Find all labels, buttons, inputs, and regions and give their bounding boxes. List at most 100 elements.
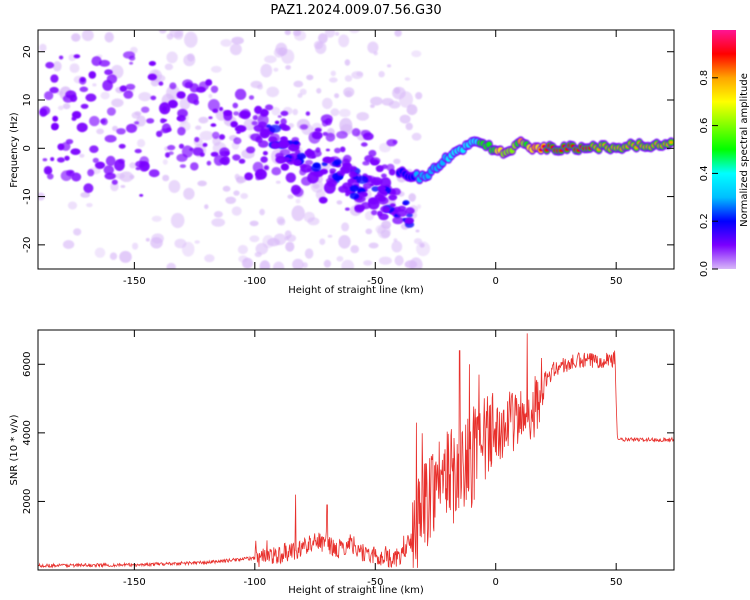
spectral-blob — [128, 55, 136, 61]
spectral-blob — [356, 175, 369, 184]
spectral-blob — [199, 130, 214, 141]
spectral-blob — [79, 76, 87, 85]
spectral-blob — [190, 162, 199, 171]
spectral-blob — [351, 128, 361, 137]
spectral-blob — [313, 40, 324, 50]
spectral-blob — [218, 134, 226, 140]
spectral-blob — [276, 216, 285, 225]
spectral-blob — [388, 194, 398, 201]
spectral-blob — [341, 259, 355, 269]
spectral-blob — [119, 85, 128, 92]
spectral-blob — [336, 131, 348, 139]
spectral-blob — [251, 121, 259, 126]
spectral-blob — [44, 91, 54, 101]
spectral-blob — [278, 140, 290, 149]
spectral-blob — [378, 71, 385, 78]
spectral-blob — [307, 217, 320, 226]
spectral-blob — [304, 248, 314, 259]
spectral-blob — [404, 207, 415, 215]
spectral-blob — [280, 118, 287, 125]
spectral-blob — [250, 80, 263, 89]
spectral-blob — [208, 116, 213, 120]
spectral-blob — [73, 228, 82, 236]
spectral-blob — [302, 262, 308, 269]
x-tick-label: -50 — [367, 276, 383, 287]
spectral-blob — [244, 172, 254, 181]
spectral-blob — [293, 80, 304, 88]
spectrogram-x-label: Height of straight line (km) — [288, 285, 424, 296]
spectral-blob — [301, 176, 312, 186]
spectral-blob — [118, 143, 126, 149]
snr-y-ticks: 2000 4000 6000 — [22, 352, 674, 514]
spectral-blob — [210, 85, 219, 94]
spectral-blob — [50, 74, 59, 83]
spectral-blob — [62, 240, 75, 249]
spectral-blob — [104, 172, 116, 180]
spectral-blob — [404, 217, 415, 225]
spectral-blob — [362, 132, 374, 141]
spectral-blob — [343, 154, 352, 163]
spectral-blob — [266, 124, 272, 128]
spectrogram-frame — [37, 29, 675, 270]
spectral-blob — [406, 104, 418, 116]
spectral-blob — [106, 74, 118, 84]
spectral-blob — [377, 185, 387, 192]
spectral-blob — [220, 150, 230, 157]
spectral-blob — [100, 91, 110, 100]
spectral-blob — [230, 121, 238, 128]
spectral-blob — [258, 140, 269, 148]
spectral-blob — [415, 229, 420, 233]
spectral-blob — [204, 204, 209, 210]
spectral-blob — [204, 254, 215, 263]
spectral-blob — [339, 146, 346, 153]
spectral-blob — [202, 142, 208, 147]
spectral-blob — [62, 94, 74, 103]
spectral-blob — [293, 159, 302, 166]
spectral-blob — [156, 130, 163, 138]
spectral-blob — [184, 31, 198, 48]
spectrogram-image — [38, 30, 674, 269]
x-tick-label: -50 — [367, 577, 383, 588]
spectral-blob — [356, 112, 370, 121]
spectral-blob — [252, 115, 258, 121]
spectral-blob — [219, 106, 223, 111]
spectral-blob — [255, 243, 269, 255]
spectral-blob — [280, 110, 289, 117]
spectral-blob — [377, 224, 391, 239]
spectral-blob — [150, 95, 157, 101]
spectral-blob — [166, 33, 174, 40]
spectral-blob — [262, 151, 268, 156]
spectral-blob — [255, 175, 261, 181]
spectral-blob — [131, 111, 141, 119]
spectral-blob — [76, 122, 88, 133]
spectral-blob — [162, 159, 168, 165]
spectral-blob — [135, 160, 145, 168]
spectral-blob — [176, 91, 186, 99]
spectral-blob — [285, 241, 295, 252]
spectral-blob — [94, 161, 106, 169]
spectral-blob — [252, 161, 264, 173]
spectrogram-y-label: Frequency (Hz) — [9, 112, 20, 188]
spectral-blob — [331, 160, 340, 167]
spectral-blob — [345, 207, 350, 211]
spectral-blob — [120, 185, 126, 188]
spectral-blob — [285, 65, 291, 70]
spectral-blob — [389, 190, 396, 196]
spectral-blob — [189, 83, 200, 93]
spectral-blob — [219, 158, 229, 164]
spectral-blob — [330, 108, 340, 117]
spectral-blob — [255, 172, 263, 177]
spectral-blob — [39, 108, 48, 117]
spectral-blob — [347, 178, 355, 184]
spectral-blob — [106, 107, 116, 116]
spectral-blob — [81, 30, 94, 42]
spectral-blob — [207, 99, 220, 112]
spectral-blob — [330, 70, 336, 77]
spectral-blob — [39, 43, 47, 52]
snr-y-label: SNR (10 * v/v) — [9, 414, 20, 485]
spectral-blob — [194, 136, 200, 143]
spectral-blob — [270, 142, 281, 149]
spectral-blob — [319, 238, 326, 245]
spectral-blob — [285, 172, 296, 183]
spectral-blob — [282, 126, 291, 131]
